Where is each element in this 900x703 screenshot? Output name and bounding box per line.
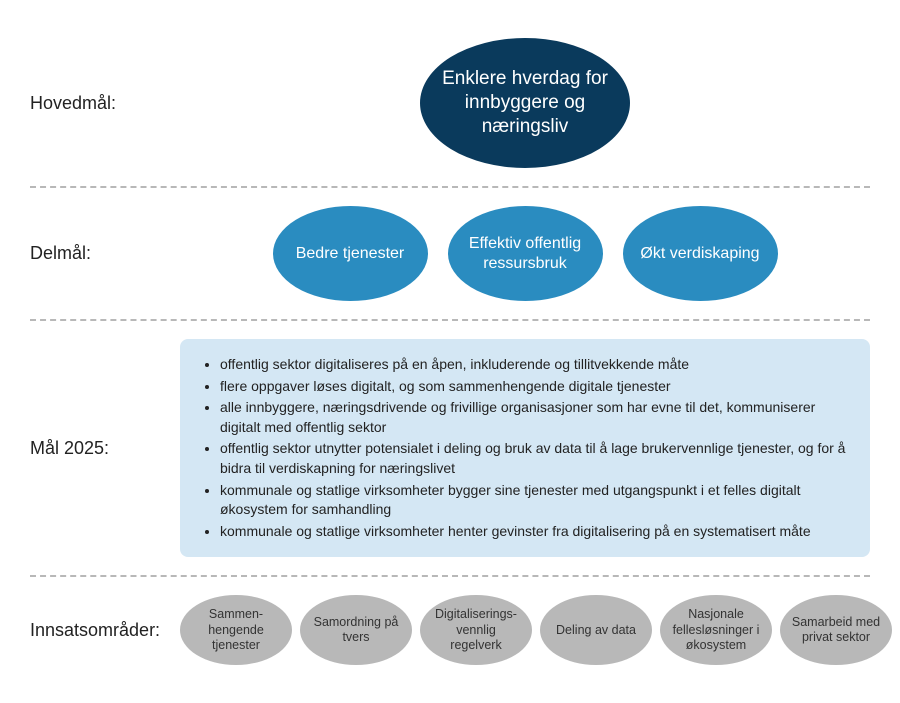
ellipse-innsats-1: Samordning på tvers [300, 595, 412, 665]
label-hovedmal: Hovedmål: [30, 93, 180, 114]
ellipse-innsats-0: Sammen-hengende tjenester [180, 595, 292, 665]
content-innsats: Sammen-hengende tjenester Samordning på … [180, 595, 892, 665]
content-hovedmal: Enklere hverdag for innbyggere og næring… [180, 38, 870, 168]
label-innsats: Innsatsområder: [30, 620, 180, 641]
goal-item: offentlig sektor utnytter potensialet i … [220, 439, 848, 478]
ellipse-delmal-1: Effektiv offentlig ressursbruk [448, 206, 603, 301]
row-hovedmal: Hovedmål: Enklere hverdag for innbyggere… [30, 20, 870, 186]
ellipse-innsats-3: Deling av data [540, 595, 652, 665]
goal-item: alle innbyggere, næringsdrivende og friv… [220, 398, 848, 437]
label-mal2025: Mål 2025: [30, 438, 180, 459]
ellipse-innsats-5: Samarbeid med privat sektor [780, 595, 892, 665]
goal-item: flere oppgaver løses digitalt, og som sa… [220, 377, 848, 397]
label-delmal: Delmål: [30, 243, 180, 264]
row-mal2025: Mål 2025: offentlig sektor digitaliseres… [30, 321, 870, 575]
ellipse-delmal-2: Økt verdiskaping [623, 206, 778, 301]
ellipse-hovedmal: Enklere hverdag for innbyggere og næring… [420, 38, 630, 168]
row-innsats: Innsatsområder: Sammen-hengende tjeneste… [30, 577, 870, 683]
goals-list: offentlig sektor digitaliseres på en åpe… [202, 355, 848, 541]
goal-item: kommunale og statlige virksomheter bygge… [220, 481, 848, 520]
row-delmal: Delmål: Bedre tjenester Effektiv offentl… [30, 188, 870, 319]
goal-item: offentlig sektor digitaliseres på en åpe… [220, 355, 848, 375]
content-delmal: Bedre tjenester Effektiv offentlig ressu… [180, 206, 870, 301]
goals-box: offentlig sektor digitaliseres på en åpe… [180, 339, 870, 557]
ellipse-innsats-2: Digitaliserings-vennlig regelverk [420, 595, 532, 665]
content-mal2025: offentlig sektor digitaliseres på en åpe… [180, 339, 870, 557]
goal-item: kommunale og statlige virksomheter hente… [220, 522, 848, 542]
ellipse-innsats-4: Nasjonale fellesløsninger i økosystem [660, 595, 772, 665]
ellipse-delmal-0: Bedre tjenester [273, 206, 428, 301]
